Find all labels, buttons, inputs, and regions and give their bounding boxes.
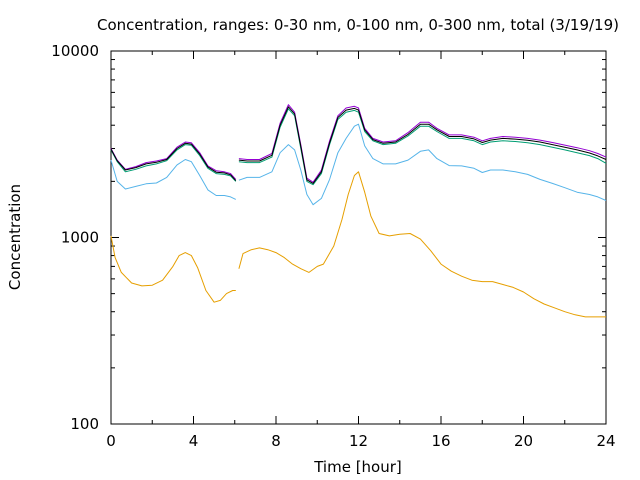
tick-labels: 0 4 8 12 16 20 24 100 1000 10000 xyxy=(51,42,615,450)
x-tick-label: 24 xyxy=(596,432,615,450)
series-5 xyxy=(110,106,607,184)
x-tick-label: 0 xyxy=(106,432,116,450)
series-line xyxy=(238,106,607,184)
axis-ticks xyxy=(110,50,607,425)
x-tick-label: 4 xyxy=(189,432,199,450)
series-line xyxy=(238,171,606,318)
y-tick-label: 10000 xyxy=(51,42,99,60)
series-line xyxy=(238,108,607,186)
x-tick-label: 12 xyxy=(349,432,368,450)
x-tick-label: 20 xyxy=(514,432,533,450)
x-axis-label: Time [hour] xyxy=(313,458,402,476)
series-layer xyxy=(110,104,607,318)
chart-title: Concentration, ranges: 0-30 nm, 0-100 nm… xyxy=(97,16,619,34)
y-tick-label: 100 xyxy=(70,415,99,433)
series-line xyxy=(110,144,237,182)
plot-frame xyxy=(110,50,607,425)
y-axis-label: Concentration xyxy=(6,184,24,290)
series-line xyxy=(110,235,236,303)
x-tick-label: 8 xyxy=(271,432,281,450)
series-line xyxy=(110,141,237,180)
series-line xyxy=(110,159,237,200)
series-line xyxy=(238,123,607,206)
series-2 xyxy=(110,123,607,206)
series-1 xyxy=(110,171,606,318)
series-line xyxy=(110,142,237,181)
series-line xyxy=(238,104,607,183)
y-tick-label: 1000 xyxy=(61,229,99,247)
x-tick-label: 16 xyxy=(431,432,450,450)
